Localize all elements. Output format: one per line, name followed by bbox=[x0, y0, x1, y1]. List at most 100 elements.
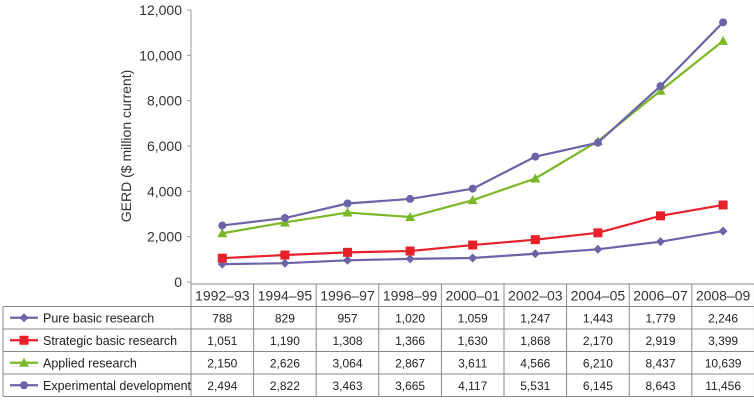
data-point-square bbox=[718, 200, 728, 210]
series-line bbox=[222, 21, 724, 227]
y-axis-title: GERD ($ million current) bbox=[118, 70, 134, 222]
table-cell-value: 3,064 bbox=[332, 356, 362, 370]
category-label: 2000–01 bbox=[445, 287, 500, 303]
legend-entry: Pure basic research bbox=[10, 311, 154, 325]
table-cell-value: 2,822 bbox=[270, 379, 300, 393]
table-cell-value: 2,170 bbox=[583, 334, 613, 348]
table-cell-value: 8,643 bbox=[645, 379, 675, 393]
table-cell-value: 1,443 bbox=[583, 311, 613, 325]
y-tick-label: 2,000 bbox=[147, 229, 182, 245]
category-label: 1992–93 bbox=[195, 287, 250, 303]
data-point-square bbox=[468, 240, 478, 250]
table-cell-value: 1,020 bbox=[395, 311, 425, 325]
data-point-circle bbox=[406, 194, 415, 203]
series-pure-basic-research bbox=[217, 226, 728, 269]
table-cell-value: 1,308 bbox=[332, 334, 362, 348]
table-cell-value: 2,626 bbox=[270, 356, 300, 370]
table-cell-value: 1,868 bbox=[520, 334, 550, 348]
data-point-diamond bbox=[718, 226, 728, 236]
y-tick-label: 12,000 bbox=[139, 2, 182, 18]
data-point-triangle bbox=[217, 228, 228, 238]
table-cell-value: 2,867 bbox=[395, 356, 425, 370]
data-point-diamond bbox=[530, 249, 540, 259]
legend-label: Applied research bbox=[43, 356, 137, 370]
table-cell-value: 6,145 bbox=[583, 379, 613, 393]
y-tick-label: 0 bbox=[174, 274, 182, 290]
data-point-square bbox=[656, 211, 665, 221]
series-strategic-basic-research bbox=[217, 200, 728, 263]
category-label: 1996–97 bbox=[320, 287, 375, 303]
data-point-diamond bbox=[19, 313, 29, 323]
y-tick-label: 8,000 bbox=[147, 93, 182, 109]
table-cell-value: 2,150 bbox=[207, 356, 237, 370]
data-point-diamond bbox=[656, 237, 665, 247]
table-cell-value: 1,247 bbox=[520, 311, 550, 325]
data-point-circle bbox=[343, 199, 352, 208]
table-cell-value: 829 bbox=[275, 311, 295, 325]
table-cell-value: 10,639 bbox=[705, 356, 742, 370]
category-label: 2004–05 bbox=[571, 287, 626, 303]
table-cell-value: 1,190 bbox=[270, 334, 300, 348]
data-point-diamond bbox=[593, 244, 603, 254]
data-point-triangle bbox=[342, 207, 353, 217]
legend-entry: Applied research bbox=[10, 356, 137, 370]
series-applied-research bbox=[217, 35, 729, 238]
table-cell-value: 4,117 bbox=[458, 379, 487, 393]
category-label: 2002–03 bbox=[508, 287, 563, 303]
data-point-triangle bbox=[405, 212, 416, 222]
plot-series bbox=[217, 18, 729, 269]
data-point-diamond bbox=[468, 253, 478, 263]
data-point-triangle bbox=[467, 195, 478, 205]
data-point-circle bbox=[468, 184, 477, 193]
data-point-triangle bbox=[19, 357, 29, 367]
legend-label: Strategic basic research bbox=[43, 334, 177, 348]
table-cell-value: 1,630 bbox=[458, 334, 488, 348]
legend-entry: Experimental development bbox=[10, 379, 192, 393]
table-cell-value: 3,463 bbox=[332, 379, 362, 393]
table-cell-value: 3,399 bbox=[708, 334, 738, 348]
table-cell-value: 8,437 bbox=[645, 356, 675, 370]
data-table: 1992–93 1994–95 1996–97 1998–99 2000–01 2002–… bbox=[2, 283, 754, 397]
data-point-square bbox=[280, 250, 290, 260]
y-axis: 0 2,000 4,000 6,000 8,000 10,000 12,000 GERD ($… bbox=[118, 2, 192, 290]
data-point-square bbox=[217, 253, 227, 263]
data-point-circle bbox=[531, 152, 540, 161]
table-cell-value: 2,494 bbox=[207, 379, 237, 393]
table-cell-value: 3,665 bbox=[395, 379, 425, 393]
legend-label: Experimental development bbox=[43, 379, 192, 393]
data-point-square bbox=[530, 235, 540, 245]
table-cell-value: 2,919 bbox=[645, 334, 675, 348]
data-point-diamond bbox=[405, 254, 415, 264]
series-experimental-development bbox=[218, 18, 728, 230]
y-tick-label: 4,000 bbox=[147, 183, 182, 199]
legend-label: Pure basic research bbox=[43, 311, 154, 325]
table-cell-value: 2,246 bbox=[708, 311, 738, 325]
data-point-triangle bbox=[530, 173, 541, 183]
table-cell-value: 1,059 bbox=[458, 311, 488, 325]
table-cell-value: 1,051 bbox=[207, 334, 237, 348]
series-line bbox=[222, 203, 724, 260]
data-point-triangle bbox=[655, 85, 666, 95]
table-cell-value: 788 bbox=[212, 311, 232, 325]
data-point-circle bbox=[719, 18, 728, 27]
table-cell-value: 4,566 bbox=[520, 356, 550, 370]
category-label: 2008–09 bbox=[696, 287, 751, 303]
data-point-circle bbox=[218, 221, 227, 230]
data-point-square bbox=[19, 335, 29, 345]
data-point-square bbox=[593, 228, 603, 238]
category-label: 2006–07 bbox=[633, 287, 688, 303]
table-cell-value: 6,210 bbox=[583, 356, 613, 370]
table-cell-value: 957 bbox=[337, 311, 357, 325]
data-point-circle bbox=[656, 82, 665, 91]
category-label: 1994–95 bbox=[258, 287, 313, 303]
data-point-circle bbox=[280, 214, 289, 223]
table-cell-value: 5,531 bbox=[520, 379, 550, 393]
data-point-square bbox=[405, 246, 415, 256]
category-label: 1998–99 bbox=[383, 287, 438, 303]
series-line bbox=[222, 39, 724, 235]
table-cell-value: 11,456 bbox=[705, 379, 741, 393]
data-point-square bbox=[343, 247, 352, 257]
data-point-triangle bbox=[718, 35, 729, 45]
y-tick-label: 6,000 bbox=[147, 138, 182, 154]
